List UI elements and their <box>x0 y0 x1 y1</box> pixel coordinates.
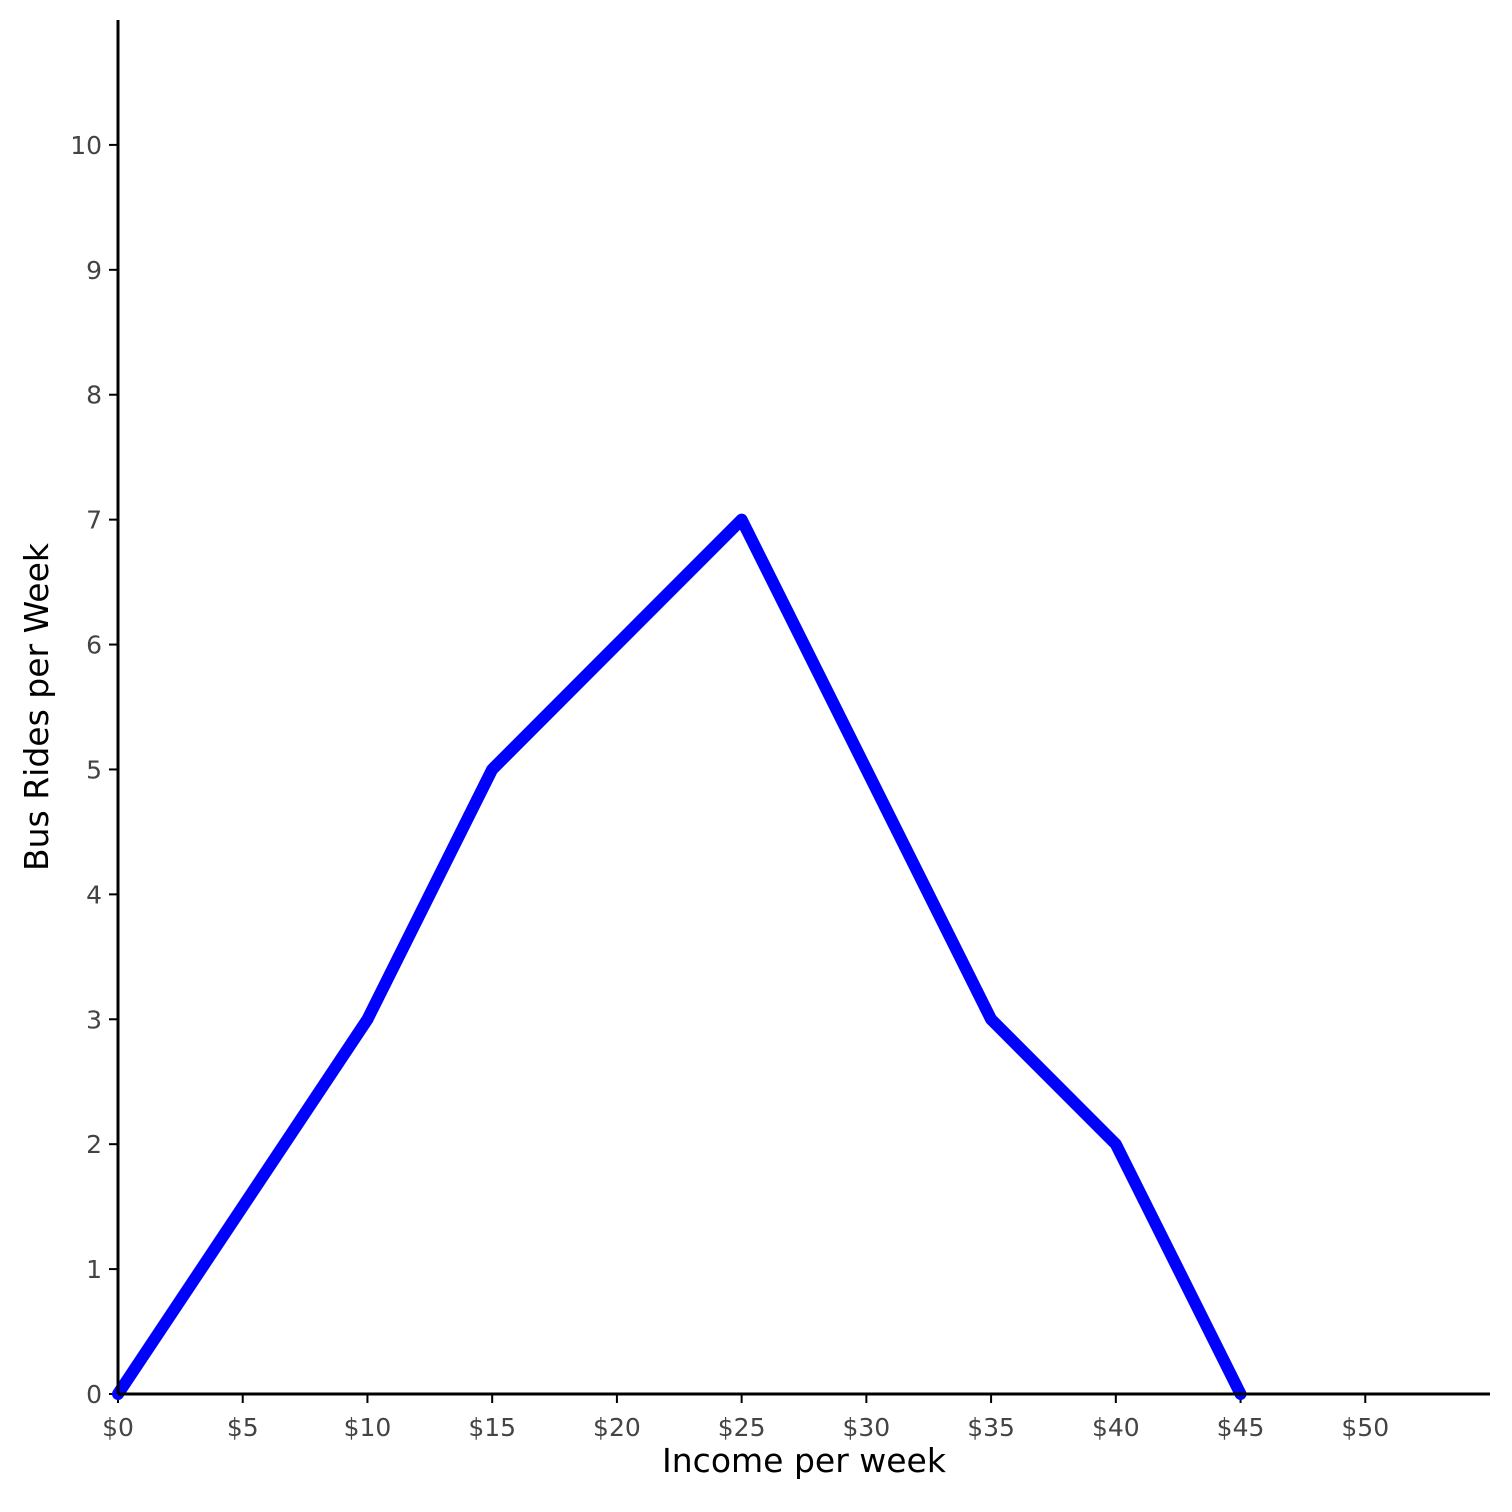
data-line <box>112 513 1247 1400</box>
x-tick-label: $35 <box>967 1413 1015 1442</box>
x-tick-label: $0 <box>102 1413 134 1442</box>
x-tick-label: $20 <box>593 1413 641 1442</box>
x-tick-label: $10 <box>344 1413 392 1442</box>
y-tick-label: 4 <box>86 880 102 909</box>
x-tick-label: $30 <box>843 1413 891 1442</box>
y-tick-label: 3 <box>86 1005 102 1034</box>
y-tick-label: 7 <box>86 506 102 535</box>
y-tick-label: 8 <box>86 381 102 410</box>
x-tick-label: $50 <box>1341 1413 1389 1442</box>
x-tick-label: $40 <box>1092 1413 1140 1442</box>
y-tick-label: 9 <box>86 256 102 285</box>
x-tick-label: $25 <box>718 1413 766 1442</box>
x-tick-label: $15 <box>468 1413 516 1442</box>
x-axis-title: Income per week <box>662 1441 947 1480</box>
y-tick-label: 1 <box>86 1255 102 1284</box>
y-axis-title: Bus Rides per Week <box>17 542 56 871</box>
y-tick-label: 5 <box>86 755 102 784</box>
y-tick-label: 0 <box>86 1380 102 1409</box>
y-tick-label: 10 <box>70 131 102 160</box>
x-tick-label: $45 <box>1217 1413 1265 1442</box>
y-tick-label: 2 <box>86 1130 102 1159</box>
x-tick-label: $5 <box>227 1413 259 1442</box>
y-tick-label: 6 <box>86 631 102 660</box>
